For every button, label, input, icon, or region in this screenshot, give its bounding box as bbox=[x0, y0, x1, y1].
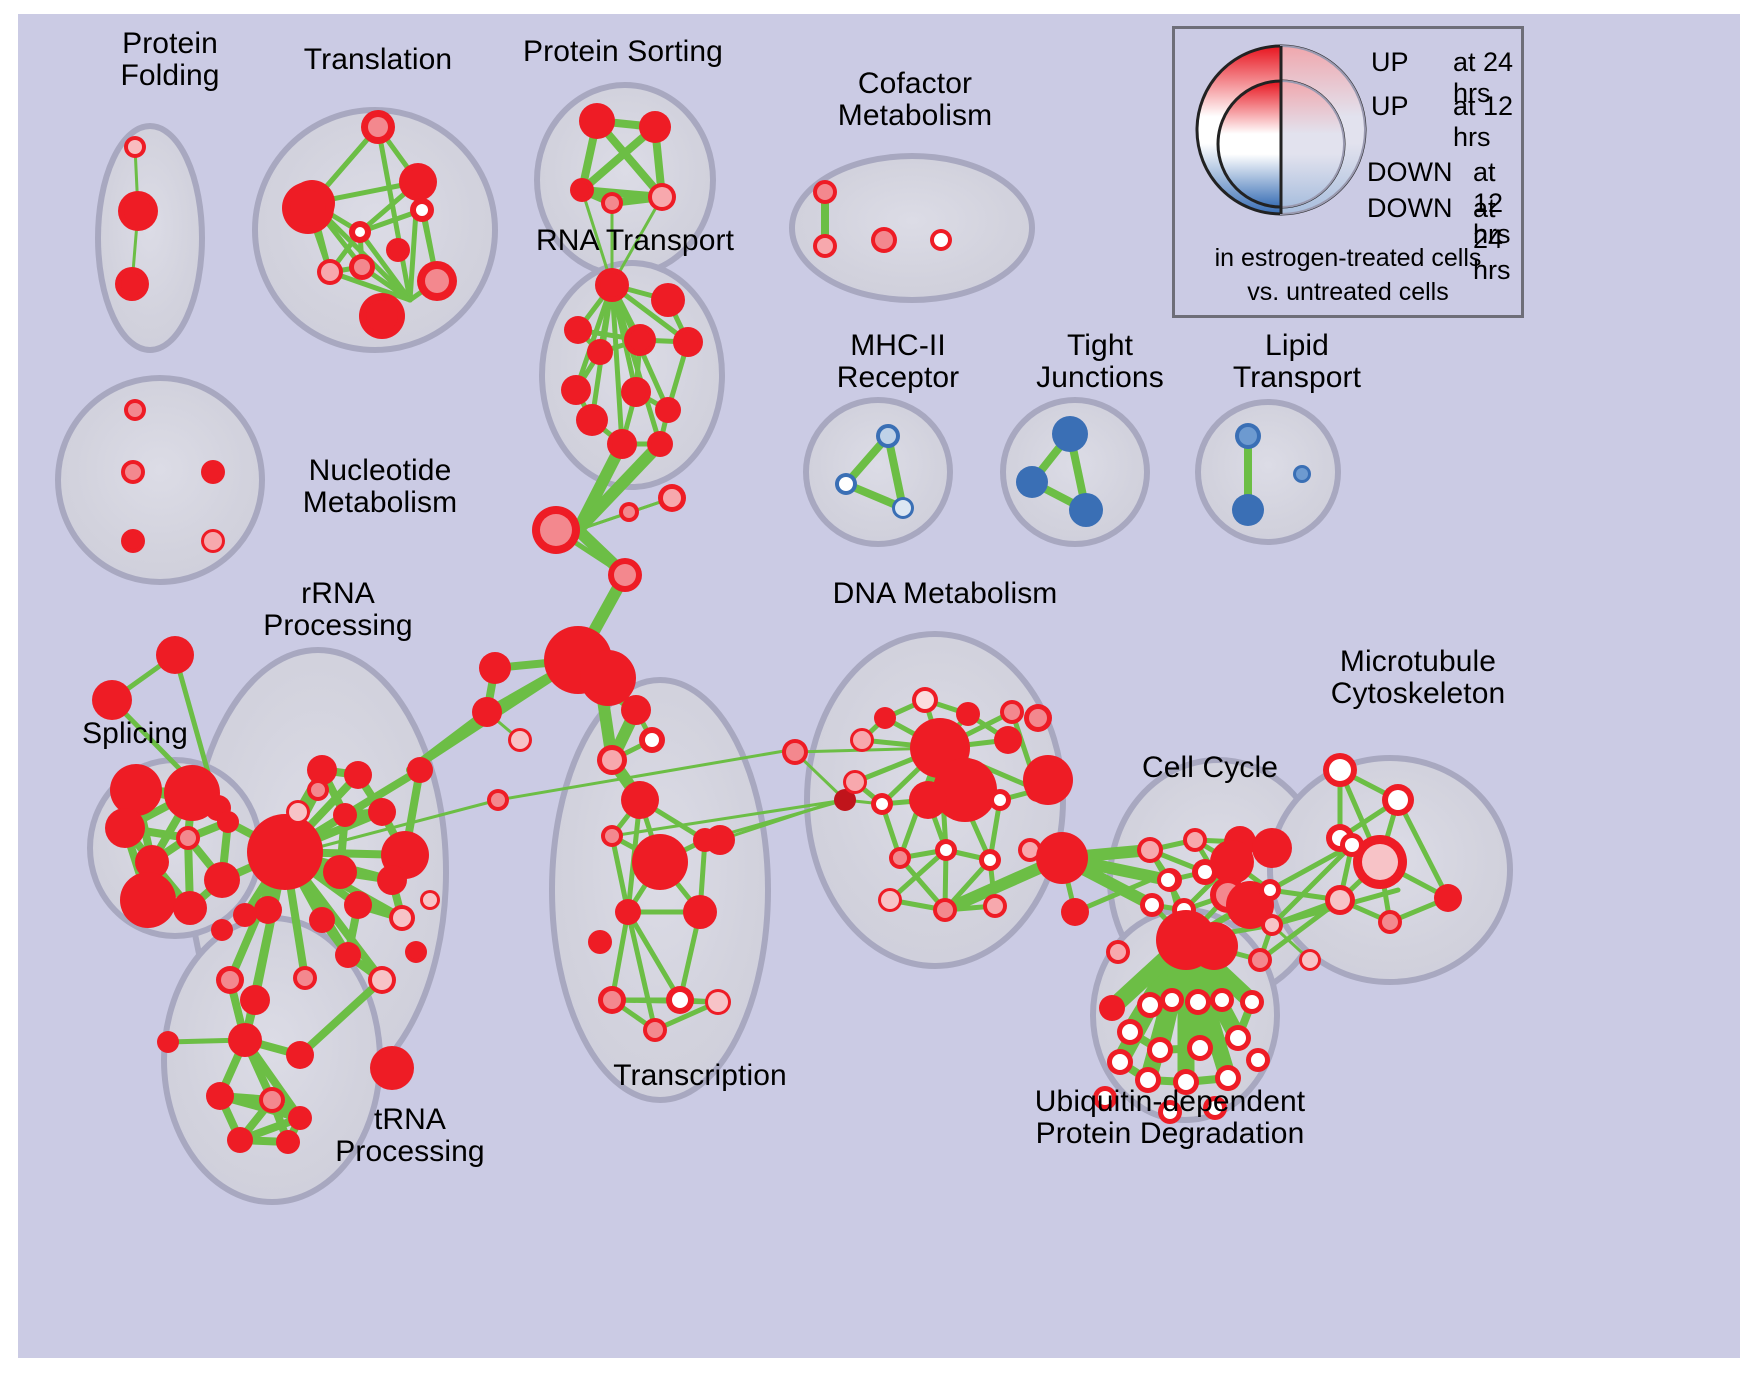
blob-mhc2 bbox=[803, 397, 953, 547]
legend-state-1: UP bbox=[1371, 91, 1409, 121]
legend-time-1: at 12 hrs bbox=[1453, 91, 1514, 152]
network-nodes bbox=[92, 103, 1462, 1154]
blob-protein-folding bbox=[95, 123, 205, 353]
legend-caption-line1: in estrogen-treated cells bbox=[1214, 244, 1482, 272]
legend-caption-line2: vs. untreated cells bbox=[1247, 278, 1449, 306]
legend-time-0: at 24 hrs bbox=[1453, 47, 1514, 108]
legend-box: UP at 24 hrs UP at 12 hrs DOWN at 12 hrs… bbox=[1172, 26, 1524, 318]
cluster-label-trna-processing: tRNA Processing bbox=[335, 1103, 485, 1168]
cluster-label-protein-sorting: Protein Sorting bbox=[523, 35, 723, 68]
blob-cofactor bbox=[789, 153, 1035, 303]
cluster-label-ubiquitin-degradation: Ubiquitin-dependent Protein Degradation bbox=[1034, 1085, 1306, 1150]
blob-nucleotide bbox=[55, 375, 265, 585]
cluster-label-microtubule-cytoskeleton: Microtubule Cytoskeleton bbox=[1330, 645, 1506, 710]
cluster-label-protein-folding: Protein Folding bbox=[120, 27, 220, 92]
legend-time-2: at 12 hrs bbox=[1473, 157, 1511, 249]
cluster-label-mhc-ii-receptor: MHC-II Receptor bbox=[836, 329, 960, 394]
cluster-label-tight-junctions: Tight Junctions bbox=[1036, 329, 1164, 394]
cluster-label-translation: Translation bbox=[303, 43, 453, 76]
legend-node-diagram bbox=[1195, 44, 1367, 216]
cluster-label-cell-cycle: Cell Cycle bbox=[1141, 751, 1279, 784]
cluster-label-lipid-transport: Lipid Transport bbox=[1232, 329, 1362, 394]
cluster-label-rrna-processing: rRNA Processing bbox=[263, 577, 413, 642]
legend-time-3: at 24 hrs bbox=[1473, 193, 1511, 285]
blob-lipid-transport bbox=[1195, 399, 1341, 545]
legend-state-0: UP bbox=[1371, 47, 1409, 77]
cluster-label-cofactor-metabolism: Cofactor Metabolism bbox=[837, 67, 993, 132]
cluster-label-dna-metabolism: DNA Metabolism bbox=[832, 577, 1058, 610]
legend-state-2: DOWN bbox=[1367, 157, 1453, 187]
cluster-label-transcription: Transcription bbox=[613, 1059, 787, 1092]
legend-state-3: DOWN bbox=[1367, 193, 1453, 223]
cluster-label-rna-transport: RNA Transport bbox=[535, 224, 735, 257]
cluster-label-splicing: Splicing bbox=[82, 717, 188, 750]
cluster-label-nucleotide-metabolism: Nucleotide Metabolism bbox=[302, 454, 458, 519]
